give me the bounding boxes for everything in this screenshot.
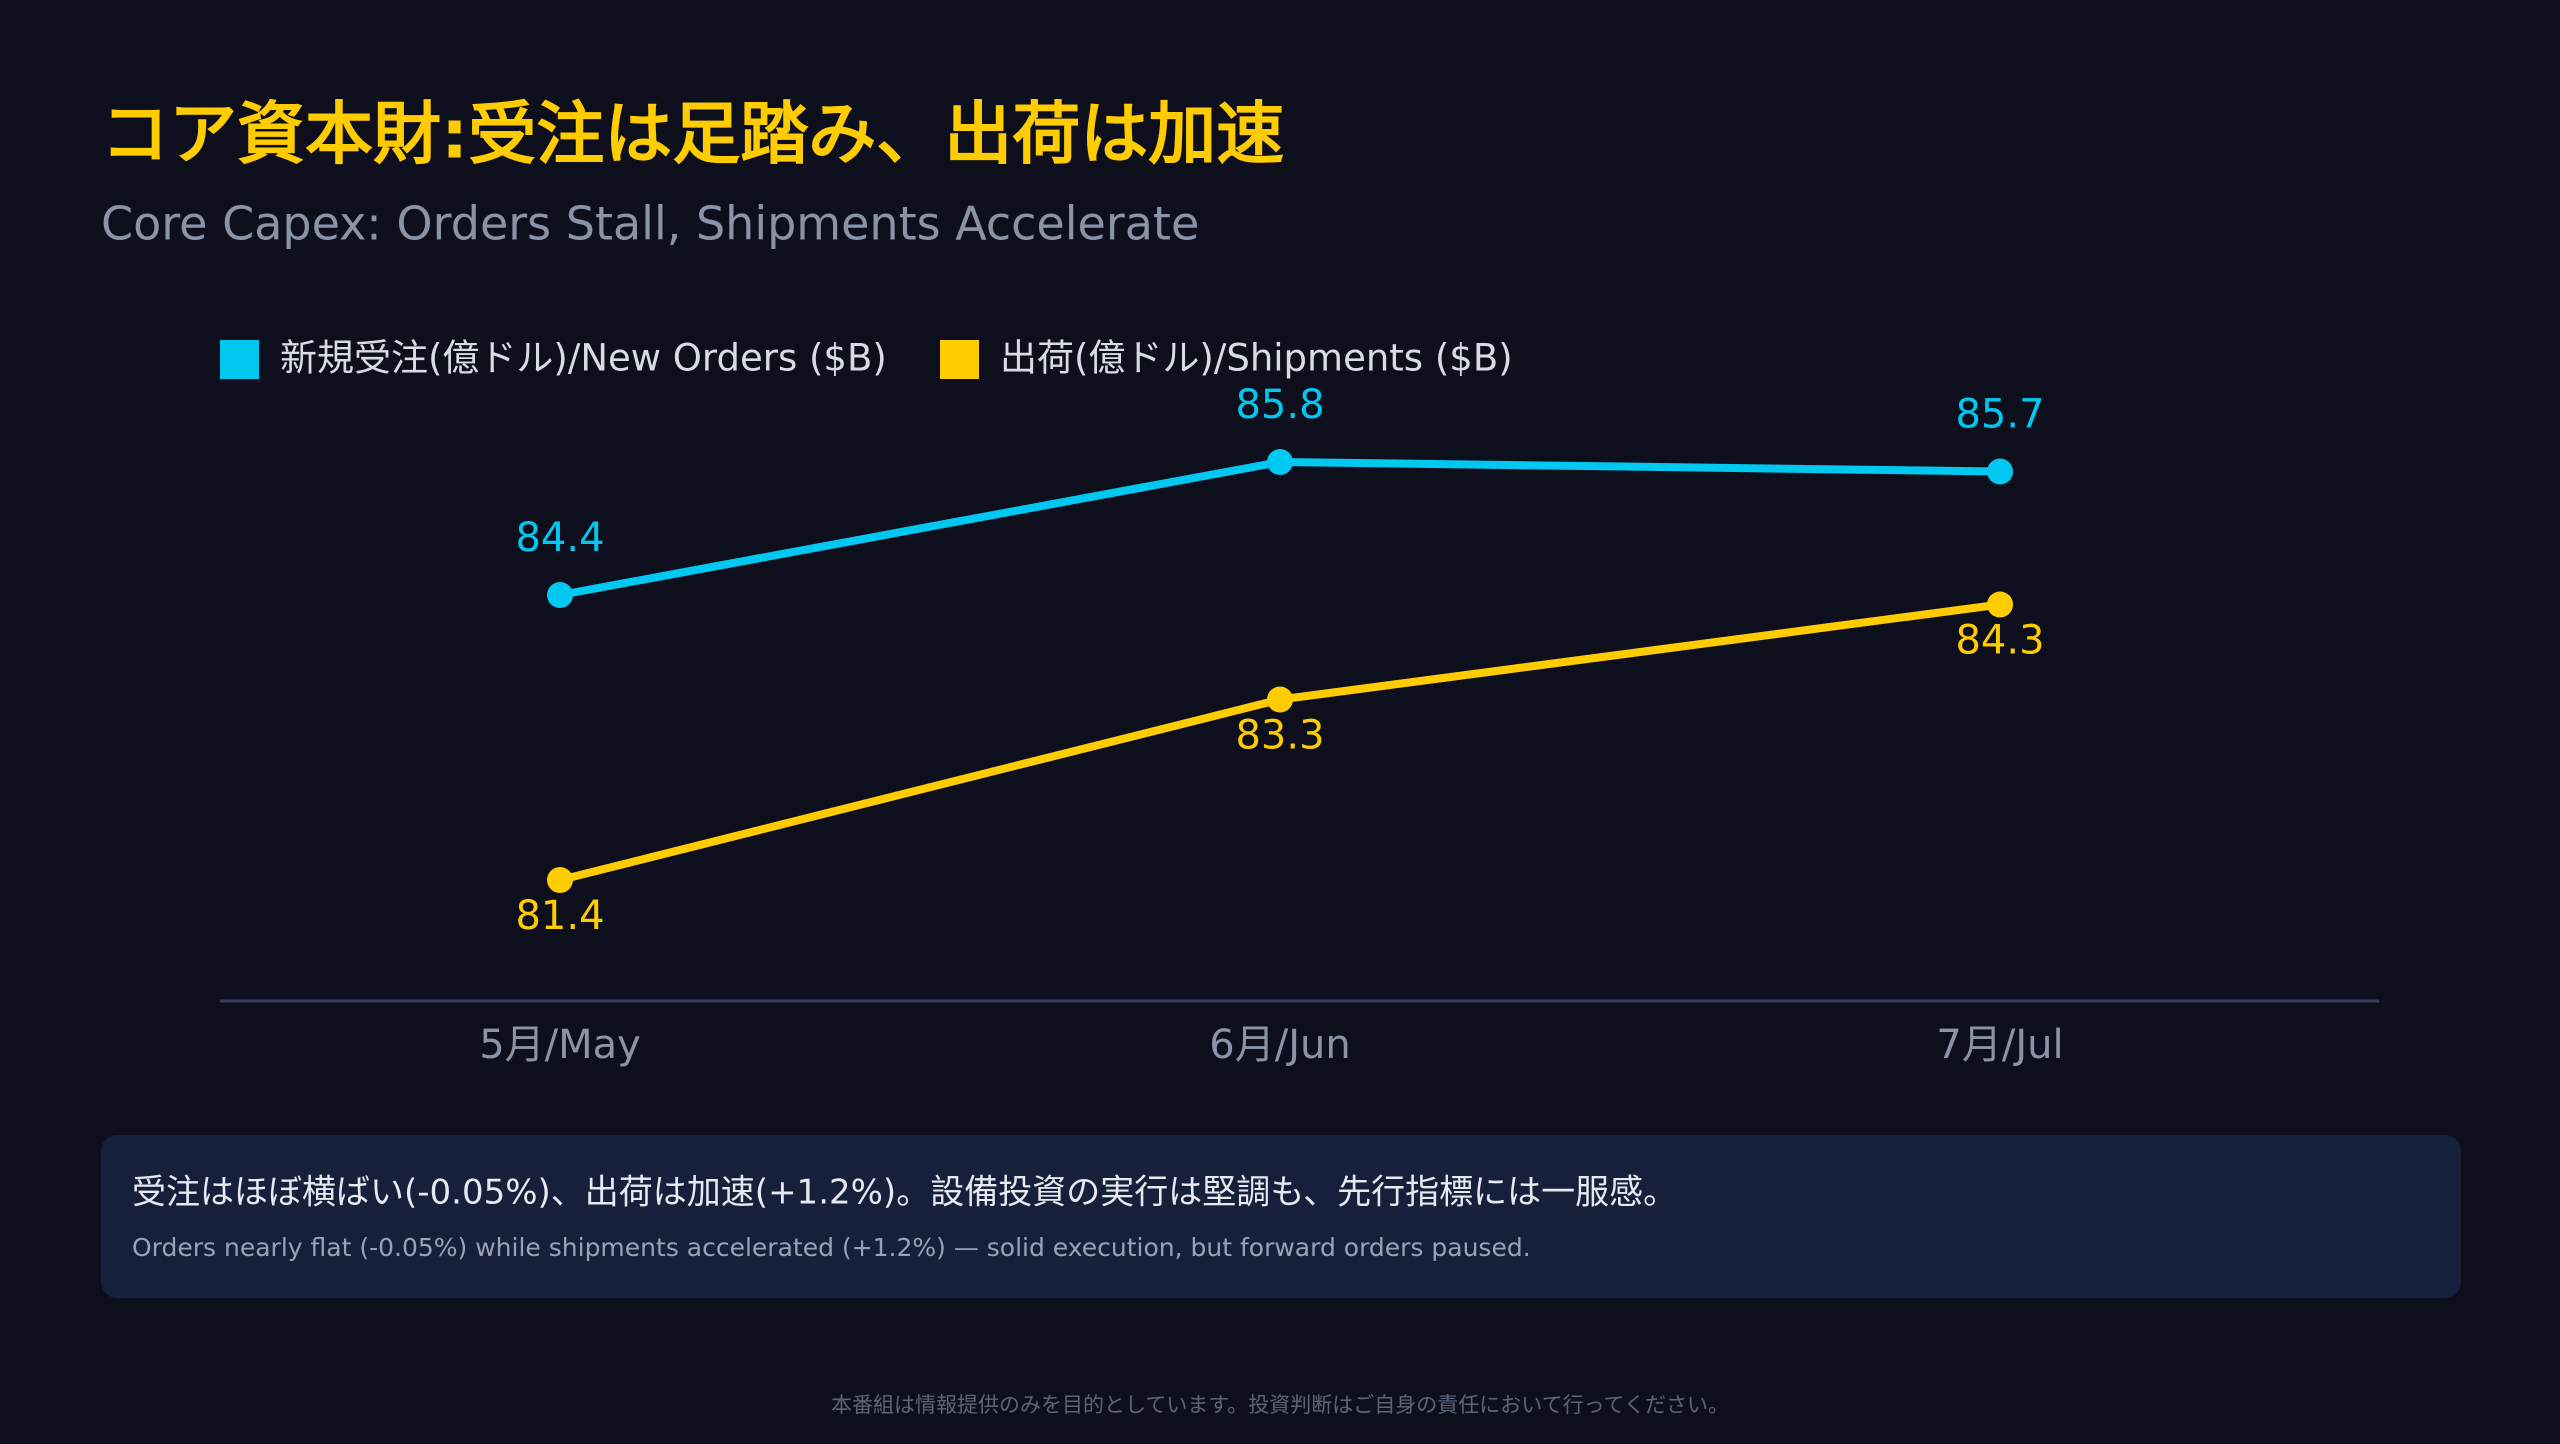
x-tick-label: 6月/Jun [1209, 1022, 1350, 1068]
note-en: Orders nearly flat (-0.05%) while shipme… [132, 1233, 1531, 1262]
data-label: 85.8 [1235, 382, 1324, 428]
chart-subtitle: Core Capex: Orders Stall, Shipments Acce… [101, 197, 1199, 251]
note-box [101, 1135, 2461, 1298]
legend-swatch [220, 340, 259, 379]
data-point [547, 867, 573, 893]
data-point [1267, 686, 1293, 713]
chart-title: コア資本財:受注は足踏み、出荷は加速 [101, 96, 1284, 175]
legend-swatch [940, 340, 979, 379]
data-label: 85.7 [1955, 392, 2044, 438]
data-point [1987, 591, 2013, 618]
legend-label: 出荷(億ドル)/Shipments ($B) [1000, 337, 1513, 380]
data-point [547, 582, 573, 608]
note-ja: 受注はほぼ横ばい(-0.05%)、出荷は加速(+1.2%)。設備投資の実行は堅調… [132, 1173, 1677, 1213]
data-point [1987, 458, 2013, 485]
x-tick-label: 7月/Jul [1936, 1022, 2063, 1068]
data-label: 84.4 [515, 515, 604, 561]
legend-label: 新規受注(億ドル)/New Orders ($B) [280, 337, 887, 380]
data-label: 84.3 [1955, 618, 2044, 664]
data-point [1267, 449, 1293, 475]
x-tick-label: 5月/May [479, 1022, 641, 1068]
data-label: 81.4 [515, 893, 604, 939]
disclaimer: 本番組は情報提供のみを目的としています。投資判断はご自身の責任において行ってくだ… [831, 1393, 1729, 1417]
data-label: 83.3 [1235, 713, 1324, 759]
